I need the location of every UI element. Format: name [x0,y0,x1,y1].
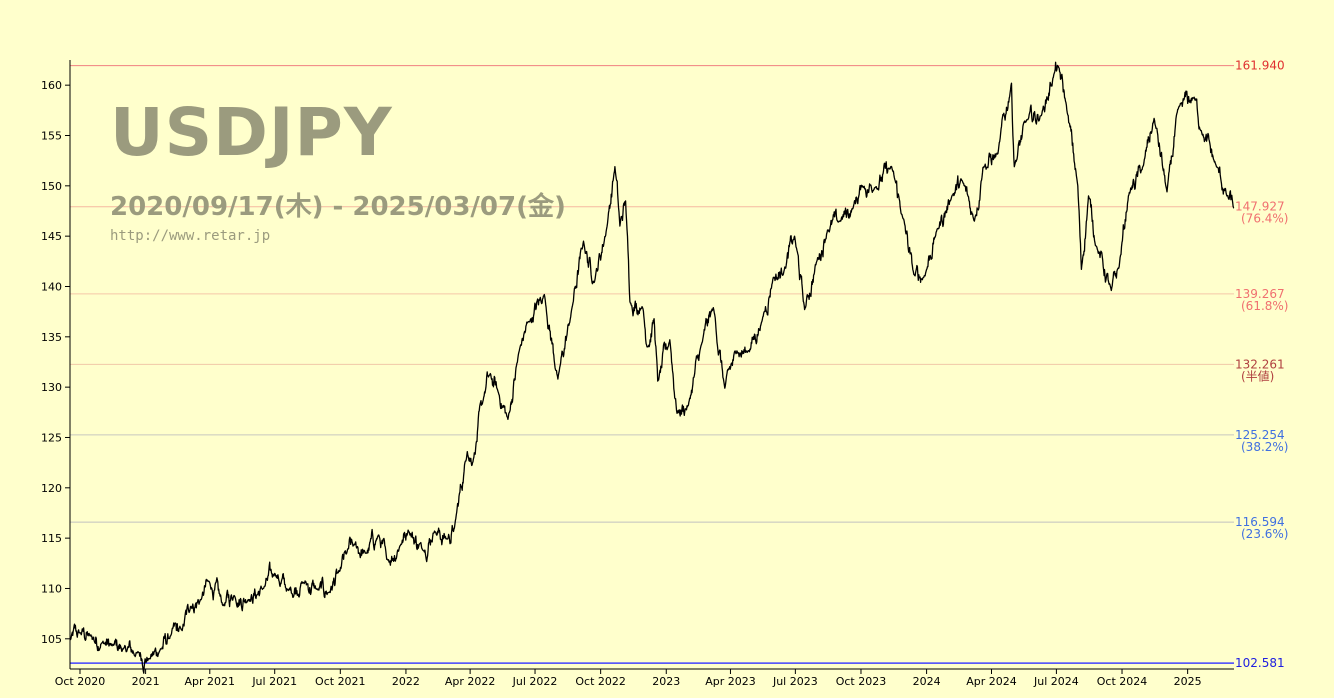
x-tick-label: Apr 2024 [966,675,1017,688]
x-tick-label: Jul 2022 [512,675,558,688]
y-tick-label: 145 [41,230,62,243]
x-tick-label: 2023 [652,675,680,688]
x-tick-label: 2024 [913,675,941,688]
y-tick-label: 155 [41,129,62,142]
y-tick-label: 110 [41,582,62,595]
x-tick-label: Jul 2024 [1033,675,1079,688]
level-value-label: 132.261 [1235,357,1285,371]
x-tick-label: Oct 2023 [836,675,887,688]
price-series [69,61,1235,674]
y-tick-label: 120 [41,482,62,495]
axes: 105 110 115 120 125 130 135 140 145 150 155 160 Oct … [41,60,1234,688]
level-value-label: 139.267 [1235,287,1285,301]
level-percent-label: (23.6%) [1241,527,1288,541]
y-tick-label: 160 [41,79,62,92]
x-tick-label: Apr 2023 [705,675,756,688]
x-tick-label: Oct 2022 [575,675,626,688]
y-tick-label: 130 [41,381,62,394]
x-tick-label: Oct 2024 [1097,675,1148,688]
level-value-label: 125.254 [1235,428,1285,442]
level-percent-label: (76.4%) [1241,212,1288,226]
y-tick-label: 135 [41,331,62,344]
x-tick-label: 2022 [392,675,420,688]
fibonacci-levels [70,65,1234,664]
watermark-date-range: 2020/09/17(木) - 2025/03/07(金) [110,192,566,222]
x-tick-label: Apr 2021 [185,675,236,688]
level-value-label: 102.581 [1235,656,1285,670]
fibonacci-level-labels: 161.940 147.927(76.4%) 139.267(61.8%) 132.2… [1235,59,1288,671]
level-value-label: 147.927 [1235,200,1285,214]
x-tick-label: Jul 2023 [772,675,818,688]
level-percent-label: (61.8%) [1241,299,1288,313]
x-tick-label: Oct 2020 [55,675,106,688]
watermark-symbol: USDJPY [110,94,393,171]
y-tick-label: 140 [41,280,62,293]
x-tick-label: Oct 2021 [315,675,366,688]
x-tick-label: 2025 [1174,675,1202,688]
x-tick-label: Apr 2022 [445,675,496,688]
level-value-label: 116.594 [1235,515,1285,529]
y-tick-label: 150 [41,180,62,193]
watermark-url: http://www.retar.jp [110,228,271,244]
y-tick-label: 125 [41,431,62,444]
price-line [69,61,1235,674]
level-percent-label: (38.2%) [1241,440,1288,454]
y-tick-label: 105 [41,633,62,646]
x-tick-label: 2021 [132,675,160,688]
level-value-label: 161.940 [1235,59,1285,73]
y-tick-label: 115 [41,532,62,545]
level-percent-label: (半値) [1241,368,1274,383]
x-tick-label: Jul 2021 [251,675,297,688]
